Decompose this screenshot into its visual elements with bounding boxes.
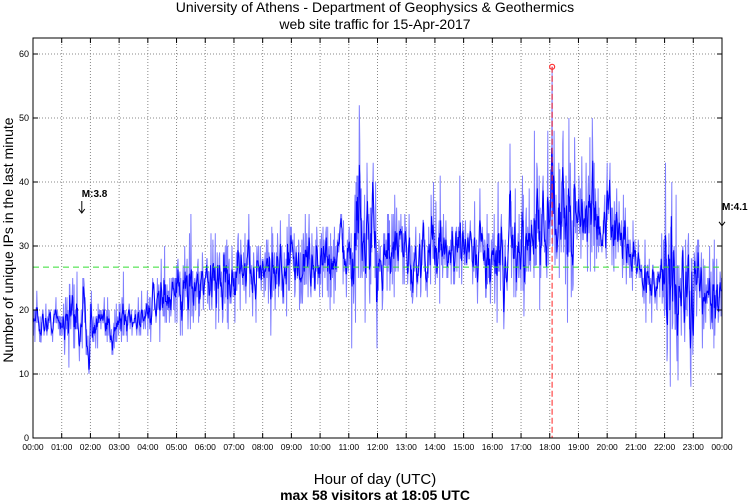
y-axis-label: Number of unique IPs in the last minute [0,117,16,362]
x-tick-label: 22:00 [654,442,676,452]
x-tick-label: 11:00 [338,442,359,452]
y-tick-label: 20 [19,305,29,315]
x-tick-label: 02:00 [80,442,102,452]
earthquake-label: M:3.8 [82,189,108,200]
x-tick-label: 18:00 [539,442,561,452]
earthquake-label: M:4.1 [722,202,748,213]
x-tick-label: 16:00 [482,442,504,452]
x-tick-label: 01:00 [51,442,73,452]
earthquake-arrowhead [78,208,86,214]
x-tick-label: 10:00 [309,442,331,452]
traffic-line [32,147,722,370]
max-marker-point [549,63,556,70]
x-tick-label: 09:00 [281,442,303,452]
x-tick-label: 12:00 [367,442,389,452]
x-tick-label: 19:00 [568,442,590,452]
y-tick-label: 50 [19,113,29,123]
traffic-envelope [32,66,722,387]
y-tick-label: 40 [19,177,29,187]
x-tick-label: 07:00 [223,442,245,452]
x-tick-label: 05:00 [166,442,188,452]
x-tick-label: 21:00 [625,442,647,452]
x-tick-label: 00:00 [22,442,44,452]
y-tick-label: 60 [19,49,29,59]
max-visitors-caption: max 58 visitors at 18:05 UTC [280,487,470,503]
y-tick-label: 30 [19,241,29,251]
x-axis-label: Hour of day (UTC) [314,471,437,488]
x-tick-label: 00:00 [711,442,733,452]
x-tick-label: 23:00 [683,442,705,452]
x-tick-label: 03:00 [108,442,130,452]
x-tick-label: 20:00 [597,442,619,452]
y-tick-label: 10 [19,369,29,379]
chart-title: University of Athens - Department of Geo… [176,0,574,15]
y-tick-label: 0 [24,433,29,443]
x-tick-label: 08:00 [252,442,274,452]
x-tick-label: 13:00 [396,442,418,452]
x-tick-label: 14:00 [424,442,446,452]
chart-subtitle: web site traffic for 15-Apr-2017 [278,16,470,32]
x-tick-label: 04:00 [137,442,159,452]
x-tick-label: 17:00 [510,442,532,452]
x-tick-label: 15:00 [453,442,475,452]
x-tick-label: 06:00 [195,442,217,452]
